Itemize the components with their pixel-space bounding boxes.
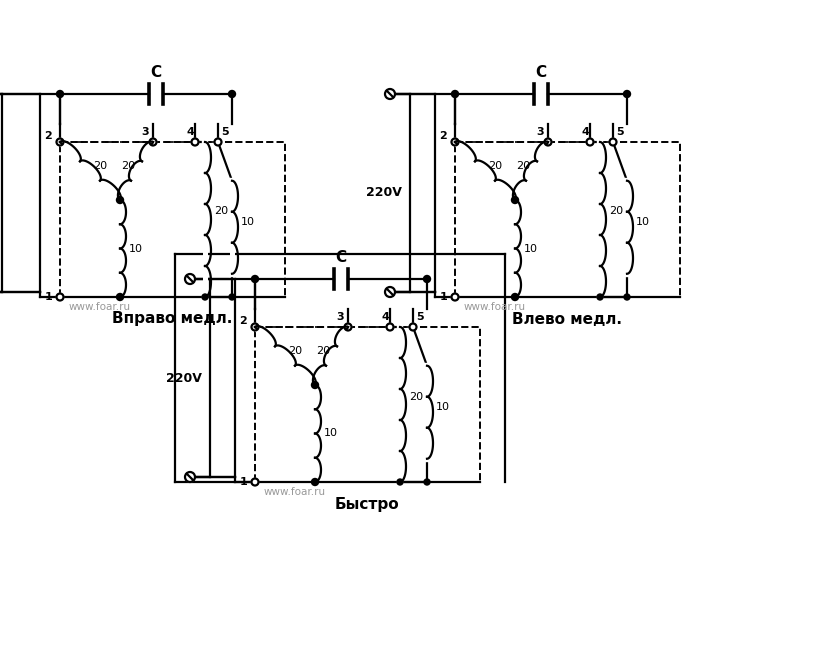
Circle shape — [57, 91, 63, 97]
Text: Вправо медл.: Вправо медл. — [112, 311, 232, 327]
Text: C: C — [535, 65, 547, 80]
Text: 1: 1 — [239, 477, 247, 487]
Text: 1: 1 — [439, 292, 447, 302]
Circle shape — [117, 293, 123, 301]
Circle shape — [192, 139, 198, 145]
Circle shape — [385, 89, 395, 99]
Text: 20: 20 — [488, 161, 502, 171]
Text: 2: 2 — [44, 131, 52, 141]
Text: 10: 10 — [436, 402, 450, 412]
Text: 20: 20 — [316, 346, 330, 356]
Circle shape — [597, 294, 603, 300]
Text: 20: 20 — [609, 207, 623, 217]
Bar — [455, 142, 680, 297]
Text: 4: 4 — [581, 127, 589, 137]
Text: 5: 5 — [616, 127, 624, 137]
Bar — [255, 327, 480, 482]
Circle shape — [624, 294, 630, 300]
Circle shape — [511, 197, 519, 203]
Circle shape — [57, 139, 63, 145]
Text: 10: 10 — [241, 217, 255, 227]
Circle shape — [117, 197, 123, 203]
Circle shape — [252, 275, 258, 283]
Circle shape — [397, 479, 403, 485]
Circle shape — [386, 323, 394, 331]
Text: 5: 5 — [221, 127, 229, 137]
Circle shape — [215, 139, 221, 145]
Text: 20: 20 — [516, 161, 530, 171]
Circle shape — [609, 139, 616, 145]
Circle shape — [252, 323, 258, 331]
Text: C: C — [335, 250, 347, 265]
Text: www.foar.ru: www.foar.ru — [69, 302, 131, 312]
Text: 3: 3 — [336, 312, 344, 322]
Text: 3: 3 — [141, 127, 149, 137]
Circle shape — [451, 293, 459, 301]
Text: 10: 10 — [636, 217, 650, 227]
Circle shape — [229, 91, 235, 97]
Text: Быстро: Быстро — [335, 496, 399, 512]
Circle shape — [511, 293, 519, 301]
Text: 4: 4 — [186, 127, 194, 137]
Circle shape — [451, 91, 459, 97]
Text: 20: 20 — [409, 392, 423, 402]
Circle shape — [312, 382, 318, 388]
Text: 5: 5 — [416, 312, 423, 322]
Circle shape — [544, 139, 552, 145]
Text: 3: 3 — [537, 127, 544, 137]
Text: 20: 20 — [93, 161, 107, 171]
Text: 2: 2 — [239, 316, 247, 326]
Circle shape — [451, 139, 459, 145]
Circle shape — [423, 275, 431, 283]
Text: 10: 10 — [524, 243, 538, 253]
Text: Влево медл.: Влево медл. — [512, 311, 622, 327]
Text: 20: 20 — [214, 207, 229, 217]
Circle shape — [409, 323, 417, 331]
Circle shape — [185, 472, 195, 482]
Circle shape — [185, 274, 195, 284]
Circle shape — [252, 478, 258, 486]
Text: 20: 20 — [122, 161, 136, 171]
Circle shape — [624, 91, 630, 97]
Circle shape — [385, 287, 395, 297]
Text: 10: 10 — [324, 428, 338, 438]
Bar — [60, 142, 285, 297]
Circle shape — [424, 479, 430, 485]
Circle shape — [150, 139, 156, 145]
Text: 2: 2 — [439, 131, 447, 141]
Text: www.foar.ru: www.foar.ru — [264, 487, 326, 497]
Circle shape — [229, 294, 235, 300]
Text: 220V: 220V — [366, 187, 402, 199]
Text: 1: 1 — [44, 292, 52, 302]
Text: 4: 4 — [381, 312, 389, 322]
Circle shape — [202, 294, 208, 300]
Circle shape — [344, 323, 352, 331]
Circle shape — [312, 478, 318, 486]
Text: www.foar.ru: www.foar.ru — [464, 302, 526, 312]
Text: 10: 10 — [129, 243, 143, 253]
Circle shape — [57, 293, 63, 301]
Circle shape — [587, 139, 593, 145]
Text: 220V: 220V — [166, 372, 202, 384]
Text: 20: 20 — [288, 346, 302, 356]
Text: C: C — [150, 65, 162, 80]
